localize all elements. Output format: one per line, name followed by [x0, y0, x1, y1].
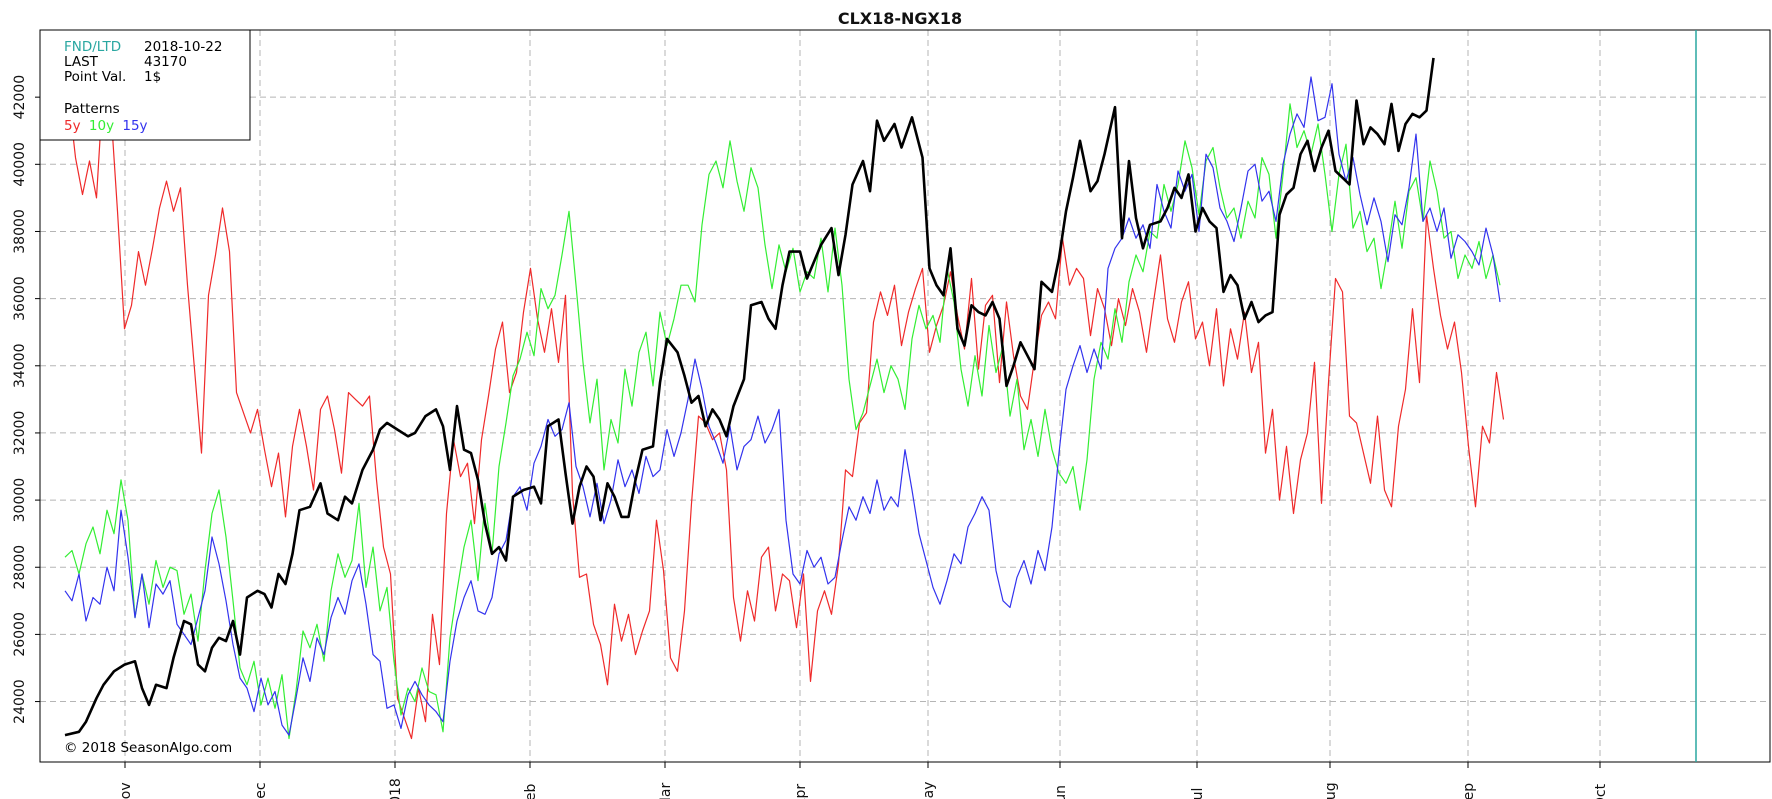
x-tick-label: Dec — [253, 782, 269, 799]
patterns-legend: 5y 10y 15y — [64, 118, 148, 134]
x-tick-label: May — [921, 782, 937, 799]
y-tick-label: 40000 — [12, 142, 28, 187]
legend-15y: 15y — [122, 118, 147, 134]
fnd-label: FND/LTD — [64, 39, 121, 55]
x-tick-label: Jun — [1053, 785, 1069, 799]
x-tick-label: Sep — [1461, 783, 1477, 799]
last-label: LAST — [64, 54, 99, 70]
y-tick-label: 28000 — [12, 545, 28, 590]
x-tick-label: Apr — [793, 784, 809, 799]
x-tick-label: Feb — [523, 783, 539, 799]
series-lines — [64, 57, 1505, 740]
y-axis-ticks: 24000 26000 28000 30000 32000 34000 36000 38000… — [12, 75, 40, 724]
y-tick-label: 36000 — [12, 276, 28, 321]
point-value: 1$ — [144, 69, 161, 85]
patterns-label: Patterns — [64, 101, 120, 117]
x-tick-label: Mar — [658, 783, 674, 799]
series-line-spread — [64, 57, 1435, 737]
y-tick-label: 26000 — [12, 612, 28, 657]
series-line-10y — [64, 103, 1501, 740]
last-value: 43170 — [144, 54, 187, 70]
info-box: FND/LTD 2018-10-22 LAST 43170 Point Val.… — [39, 29, 251, 141]
grid-lines — [40, 30, 1770, 762]
y-tick-label: 30000 — [12, 478, 28, 523]
info-box-frame — [39, 29, 251, 141]
legend-10y: 10y — [89, 118, 114, 134]
y-tick-label: 24000 — [12, 679, 28, 724]
y-tick-label: 42000 — [12, 75, 28, 120]
y-tick-label: 34000 — [12, 344, 28, 389]
copyright-text: © 2018 SeasonAlgo.com — [64, 740, 232, 756]
y-tick-label: 32000 — [12, 411, 28, 456]
x-tick-label: 2018 — [388, 778, 404, 799]
y-tick-label: 38000 — [12, 209, 28, 254]
x-tick-label: Oct — [1593, 783, 1609, 799]
plot-frame — [39, 29, 1771, 763]
fnd-value: 2018-10-22 — [144, 39, 222, 55]
x-axis-ticks: Nov Dec 2018 Feb Mar Apr May Jun Jul Aug Sep Oct — [118, 762, 1609, 799]
point-value-label: Point Val. — [64, 69, 126, 85]
chart-title: CLX18-NGX18 — [838, 9, 962, 28]
series-line-5y — [64, 63, 1505, 740]
legend-5y: 5y — [64, 118, 81, 134]
x-tick-label: Jul — [1190, 788, 1206, 799]
series-line-15y — [64, 76, 1501, 736]
x-tick-label: Aug — [1323, 782, 1339, 799]
x-tick-label: Nov — [118, 782, 134, 799]
